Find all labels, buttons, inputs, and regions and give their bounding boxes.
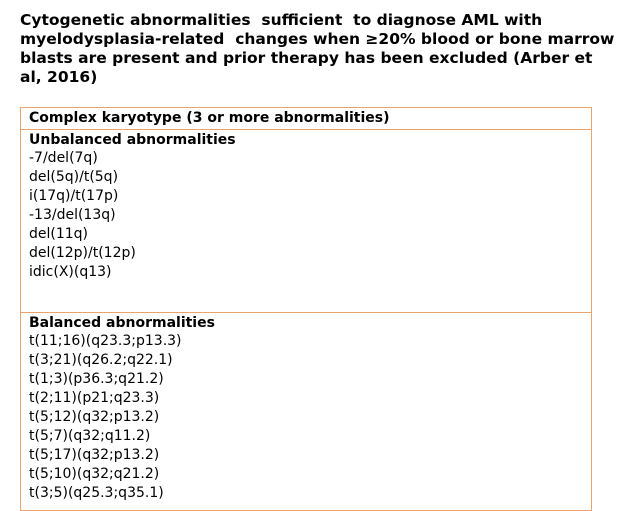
unbalanced-item: del(12p)/t(12p) [29, 245, 136, 261]
document-title: Cytogenetic abnormalities sufficient to … [20, 11, 620, 86]
unbalanced-item: -13/del(13q) [29, 207, 116, 223]
complex-karyotype-label: Complex karyotype (3 or more abnormaliti… [29, 110, 390, 126]
balanced-item: t(2;11)(p21;q23.3) [29, 390, 160, 406]
balanced-item: t(3;5)(q25.3;q35.1) [29, 485, 164, 501]
unbalanced-list: -7/del(7q) del(5q)/t(5q) i(17q)/t(17p) -… [29, 149, 591, 282]
unbalanced-item: i(17q)/t(17p) [29, 188, 119, 204]
complex-karyotype-row: Complex karyotype (3 or more abnormaliti… [21, 108, 591, 129]
unbalanced-item: del(5q)/t(5q) [29, 169, 119, 185]
unbalanced-item: del(11q) [29, 226, 89, 242]
unbalanced-item: -7/del(7q) [29, 150, 98, 166]
abnormalities-table: Complex karyotype (3 or more abnormaliti… [20, 107, 592, 511]
balanced-list: t(11;16)(q23.3;p13.3) t(3;21)(q26.2;q22.… [29, 332, 591, 503]
unbalanced-item: idic(X)(q13) [29, 264, 112, 280]
balanced-item: t(11;16)(q23.3;p13.3) [29, 333, 182, 349]
balanced-item: t(5;12)(q32;p13.2) [29, 409, 160, 425]
balanced-item: t(5;17)(q32;p13.2) [29, 447, 160, 463]
balanced-item: t(5;10)(q32;q21.2) [29, 466, 160, 482]
unbalanced-title: Unbalanced abnormalities [29, 132, 236, 148]
balanced-item: t(3;21)(q26.2;q22.1) [29, 352, 173, 368]
balanced-item: t(5;7)(q32;q11.2) [29, 428, 151, 444]
balanced-title: Balanced abnormalities [29, 315, 215, 331]
balanced-section: Balanced abnormalities t(11;16)(q23.3;p1… [21, 312, 591, 510]
unbalanced-section: Unbalanced abnormalities -7/del(7q) del(… [21, 129, 591, 312]
balanced-item: t(1;3)(p36.3;q21.2) [29, 371, 164, 387]
